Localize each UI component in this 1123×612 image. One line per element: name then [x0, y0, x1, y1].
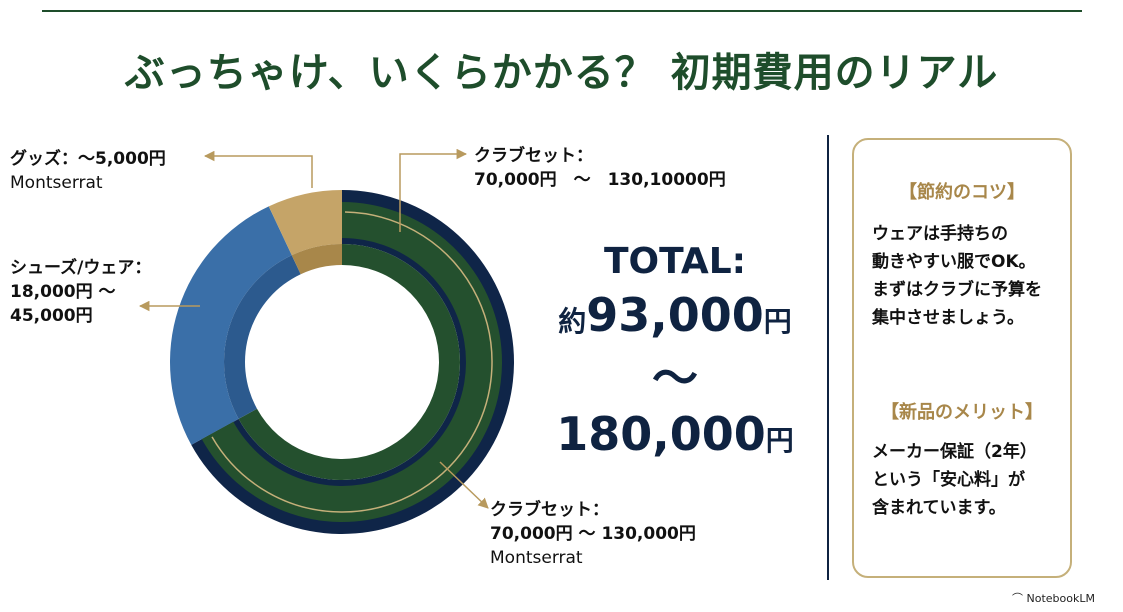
total-tilde: ～ [652, 351, 698, 405]
leader-club-bottom [439, 461, 489, 509]
label-shoes-line1: シューズ/ウェア： [10, 258, 152, 278]
slice-inner-2 [291, 244, 342, 275]
total-max-number: 180,000 [556, 407, 766, 461]
page-title: ぶっちゃけ、いくらかかる？ 初期費用のリアル [124, 49, 999, 96]
label-shoes-line2: 18,000円 ～ [10, 282, 116, 302]
brand-name: NotebookLM [1026, 592, 1095, 605]
label-goods: グッズ：～5,000円 Montserrat [10, 147, 166, 195]
saving-tip-heading: 【節約のコツ】 [899, 182, 1025, 203]
leader-goods [203, 150, 313, 188]
label-shoes: シューズ/ウェア： 18,000円 ～ 45,000円 [10, 256, 151, 328]
label-club-bottom-line3: Montserrat [490, 548, 583, 568]
total-prefix: 約 [558, 305, 587, 338]
label-club-top: クラブセット： 70,000円 ～ 130,10000円 [474, 144, 726, 192]
slice-outer-2 [268, 190, 342, 256]
leader-club-top [399, 148, 468, 232]
total-min: 約93,000円 [540, 286, 810, 351]
total-min-number: 93,000 [586, 288, 764, 342]
saving-tip-body: ウェアは手持ちの 動きやすい服でOK。 まずはクラブに予算を 集中させましょう。 [872, 224, 1042, 328]
label-goods-line1: グッズ：～5,000円 [10, 149, 166, 169]
top-rule [42, 10, 1082, 12]
slice-inner-1 [223, 255, 301, 419]
total-block: TOTAL: 約93,000円 ～ 180,000円 [540, 238, 810, 470]
brand-watermark: ⌒ NotebookLM [1012, 590, 1095, 606]
label-club-top-line2: 70,000円 ～ 130,10000円 [474, 170, 726, 190]
label-club-bottom: クラブセット： 70,000円 ～ 130,000円 Montserrat [490, 498, 696, 570]
label-club-top-line1: クラブセット： [474, 146, 593, 166]
label-club-bottom-line2: 70,000円 ～ 130,000円 [490, 524, 696, 544]
total-max: 180,000円 [540, 405, 810, 470]
tips-card: 【節約のコツ】 ウェアは手持ちの 動きやすい服でOK。 まずはクラブに予算を 集… [852, 138, 1072, 578]
total-max-yen: 円 [765, 424, 794, 457]
label-shoes-line3: 45,000円 [10, 306, 93, 326]
new-merit-heading: 【新品のメリット】 [881, 402, 1043, 423]
label-club-bottom-line1: クラブセット： [490, 500, 609, 520]
vertical-divider [827, 135, 829, 580]
total-label: TOTAL: [603, 241, 747, 282]
label-goods-line2: Montserrat [10, 173, 103, 193]
brand-icon: ⌒ [1012, 592, 1027, 605]
slice-outline-0 [211, 211, 493, 513]
total-min-yen: 円 [763, 305, 792, 338]
slice-outer-1 [170, 206, 292, 445]
new-merit-body: メーカー保証（2年） という「安心料」が 含まれています。 [872, 442, 1037, 518]
